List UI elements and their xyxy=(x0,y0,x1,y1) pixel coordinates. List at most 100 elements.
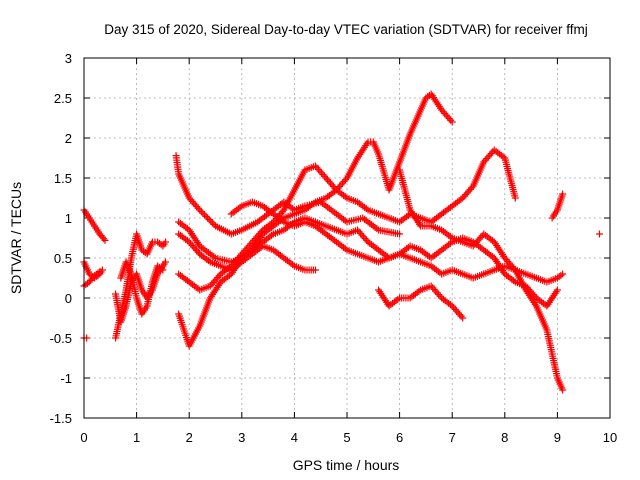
data-point xyxy=(269,218,277,226)
data-point-fill xyxy=(507,261,515,269)
data-point xyxy=(311,162,319,170)
data-point-fill xyxy=(472,239,480,247)
y-tick-label: -1 xyxy=(60,371,72,386)
chart-title: Day 315 of 2020, Sidereal Day-to-day VTE… xyxy=(104,22,587,37)
data-point-fill xyxy=(504,257,512,265)
data-point-fill xyxy=(187,240,195,248)
y-tick-label: 1 xyxy=(65,211,72,226)
data-point-fill xyxy=(277,209,285,217)
data-point-fill xyxy=(341,176,349,184)
data-point-fill xyxy=(253,233,261,241)
data-point-fill xyxy=(355,228,363,236)
data-point-fill xyxy=(510,264,518,272)
x-tick-label: 1 xyxy=(133,430,140,445)
data-point-fill xyxy=(190,243,198,251)
series-track-i xyxy=(175,90,456,266)
data-point-fill xyxy=(335,183,343,191)
data-point xyxy=(162,258,170,266)
data-point-fill xyxy=(313,164,321,172)
data-point-fill xyxy=(188,197,196,205)
data-point-fill xyxy=(100,235,108,243)
data-point-fill xyxy=(245,241,253,249)
data-point xyxy=(559,270,567,278)
data-point xyxy=(322,174,330,182)
data-point xyxy=(448,118,456,126)
data-point-fill xyxy=(247,240,255,248)
x-tick-label: 8 xyxy=(501,430,508,445)
data-point xyxy=(196,206,204,214)
data-point-fill xyxy=(244,243,252,251)
data-point-fill xyxy=(325,177,333,185)
data-point-fill xyxy=(199,209,207,217)
data-point-fill xyxy=(316,167,324,175)
y-tick-label: 1.5 xyxy=(54,171,72,186)
data-point-fill xyxy=(444,113,452,121)
data-point-fill xyxy=(204,214,212,222)
data-point-fill xyxy=(256,229,264,237)
data-point-fill xyxy=(208,280,216,288)
data-point-fill xyxy=(484,153,492,161)
data-point-fill xyxy=(462,191,470,199)
data-point-fill xyxy=(209,279,217,287)
data-point-fill xyxy=(314,165,322,173)
data-point-fill xyxy=(358,231,366,239)
data-point-fill xyxy=(466,185,474,193)
data-point-fill xyxy=(468,184,476,192)
data-point-fill xyxy=(340,177,348,185)
data-point-fill xyxy=(208,219,216,227)
data-point-fill xyxy=(320,172,328,180)
data-point-fill xyxy=(215,272,223,280)
data-point-fill xyxy=(457,312,465,320)
data-point-fill xyxy=(254,231,262,239)
data-point-fill xyxy=(190,199,198,207)
data-point-fill xyxy=(363,236,371,244)
data-point xyxy=(559,190,567,198)
data-point-fill xyxy=(361,235,369,243)
data-point-fill xyxy=(441,109,449,117)
data-point xyxy=(206,282,214,290)
data-point-fill xyxy=(200,211,208,219)
data-point-fill xyxy=(465,187,473,195)
data-point xyxy=(553,286,561,294)
data-point-fill xyxy=(250,236,258,244)
data-points xyxy=(80,90,603,394)
data-point xyxy=(354,226,362,234)
x-tick-label: 6 xyxy=(396,430,403,445)
data-point-fill xyxy=(360,233,368,241)
data-point-fill xyxy=(450,304,458,312)
data-point xyxy=(427,282,435,290)
data-point-fill xyxy=(187,196,195,204)
data-point-fill xyxy=(193,203,201,211)
x-tick-label: 7 xyxy=(449,430,456,445)
y-tick-label: -1.5 xyxy=(50,411,72,426)
data-point-fill xyxy=(317,169,325,177)
data-point-fill xyxy=(447,116,455,124)
data-point-fill xyxy=(202,212,210,220)
data-point-fill xyxy=(191,201,199,209)
data-point-fill xyxy=(433,289,441,297)
data-point-fill xyxy=(214,273,222,281)
data-point-fill xyxy=(471,240,479,248)
x-tick-label: 3 xyxy=(238,430,245,445)
data-point-fill xyxy=(429,284,437,292)
series-track-p xyxy=(548,190,567,222)
data-point-fill xyxy=(430,285,438,293)
data-point xyxy=(595,230,603,238)
data-point-fill xyxy=(212,275,220,283)
x-axis-tick-labels: 0 1 2 3 4 5 6 7 8 9 10 xyxy=(80,430,617,445)
series-track-g xyxy=(117,258,167,318)
series-track-j xyxy=(175,146,519,294)
data-point-fill xyxy=(505,259,513,267)
data-point xyxy=(480,158,488,166)
data-point xyxy=(511,194,519,202)
data-point-fill xyxy=(474,237,482,245)
series-track-n xyxy=(375,282,467,322)
data-point xyxy=(159,266,167,274)
data-point-fill xyxy=(453,307,461,315)
series-track-m xyxy=(227,198,567,286)
data-point-fill xyxy=(477,233,485,241)
data-point-fill xyxy=(242,245,250,253)
data-point-fill xyxy=(188,241,196,249)
data-point-fill xyxy=(194,204,202,212)
data-point-fill xyxy=(475,235,483,243)
